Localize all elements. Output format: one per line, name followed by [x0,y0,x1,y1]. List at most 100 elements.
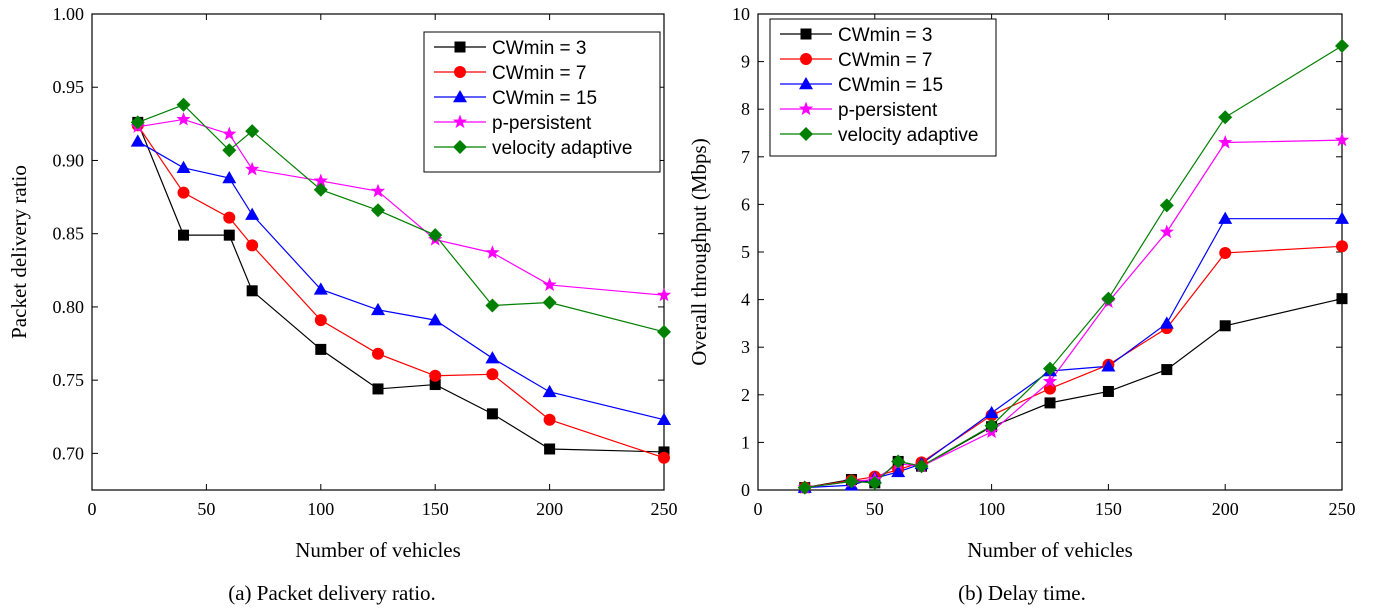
legend-marker [798,101,814,116]
legend: CWmin = 3 CWmin = 7 CWmin = 15 p-persistent… [769,18,997,157]
legend-label: CWmin = 7 [838,50,933,71]
x-axis-label: Number of vehicles [295,538,461,562]
y-axis-label: Overall throughput (Mbps) [687,138,711,365]
legend-marker [454,41,466,53]
legend-label: velocity adaptive [838,125,978,146]
legend-marker [452,114,468,129]
data-point [658,451,670,464]
data-point [984,418,999,433]
data-point [914,459,929,474]
legend-marker [454,66,466,78]
data-point [984,405,999,419]
x-tick-label: 200 [1212,499,1239,519]
data-point [486,368,499,381]
data-point [1336,240,1348,253]
data-point [485,298,500,313]
y-tick-label: 6 [741,194,750,214]
x-tick-label: 100 [978,499,1005,519]
data-point [1336,293,1348,305]
data-point [371,203,385,218]
data-point [1101,359,1116,372]
y-tick-label: 0.70 [53,443,85,463]
data-point [246,239,259,252]
data-point [891,454,906,469]
series-lines [137,104,665,459]
legend-label: velocity adaptive [492,138,632,159]
data-point [370,183,386,198]
y-tick-label: 0.95 [53,77,85,97]
data-point [485,351,500,364]
x-tick-label: 150 [422,499,449,519]
data-point [891,464,906,478]
series-markers [797,38,1350,495]
data-point [314,314,327,327]
data-point [1043,361,1057,376]
data-point [130,115,145,130]
legend-marker [453,140,467,154]
y-tick-label: 0.90 [53,150,85,170]
data-point [656,287,672,302]
data-point [844,474,859,489]
data-point [223,229,235,241]
legend-label: CWmin = 7 [492,63,587,84]
series-line-2 [137,124,665,459]
data-point [428,313,443,326]
data-point [1218,110,1233,125]
y-tick-label: 7 [741,147,750,167]
series-line-1 [137,122,665,453]
data-point [1218,211,1233,224]
y-tick-label: 0.80 [53,297,85,317]
data-point [313,182,328,197]
data-point [867,475,882,490]
data-point [428,228,443,243]
x-axis-label: Number of vehicles [967,538,1133,562]
legend-label: p-persistent [838,100,938,121]
chart-packet-delivery-ratio: 0 50 100 150 200 250 0.70 0.75 0.80 0.85 0.90 0.95… [7,4,678,605]
data-point [177,186,190,199]
data-point [1219,246,1232,259]
data-point [1218,135,1233,149]
x-tick-label: 0 [754,499,763,519]
data-point [1101,291,1116,306]
series-markers [130,97,672,464]
plot-frame [91,13,665,491]
data-point [543,413,556,426]
data-point [1044,397,1056,409]
data-point [313,173,328,188]
x-tick-label: 250 [1329,499,1356,519]
data-point [542,384,557,398]
y-tick-label: 1.00 [53,4,85,24]
legend-label: CWmin = 15 [492,88,597,109]
legend-label: CWmin = 3 [492,38,587,59]
data-point [429,379,441,391]
y-tick-label: 3 [741,337,750,357]
y-tick-label: 0 [741,480,750,500]
data-point [1159,198,1174,213]
data-point [246,285,258,297]
data-point [245,207,260,220]
series-line-3 [804,218,1342,489]
data-point [657,412,671,425]
data-point [372,347,384,360]
y-tick-label: 0.85 [53,224,85,244]
data-point [1102,385,1114,397]
x-tick-label: 50 [197,499,215,519]
y-tick-label: 1 [741,432,750,452]
series-line-2 [804,245,1343,489]
series-line-3 [137,140,665,421]
series-line-5 [137,104,665,333]
data-point [176,97,191,112]
data-point [315,343,327,355]
series-line-4 [804,139,1343,489]
data-point [245,124,260,139]
data-point [1219,320,1231,332]
data-point [542,277,557,292]
y-tick-label: 9 [741,52,750,72]
data-point [313,282,328,295]
data-point [222,143,237,158]
data-point [657,324,671,339]
data-point [130,134,145,147]
data-point [797,480,812,495]
data-point [1159,224,1174,239]
